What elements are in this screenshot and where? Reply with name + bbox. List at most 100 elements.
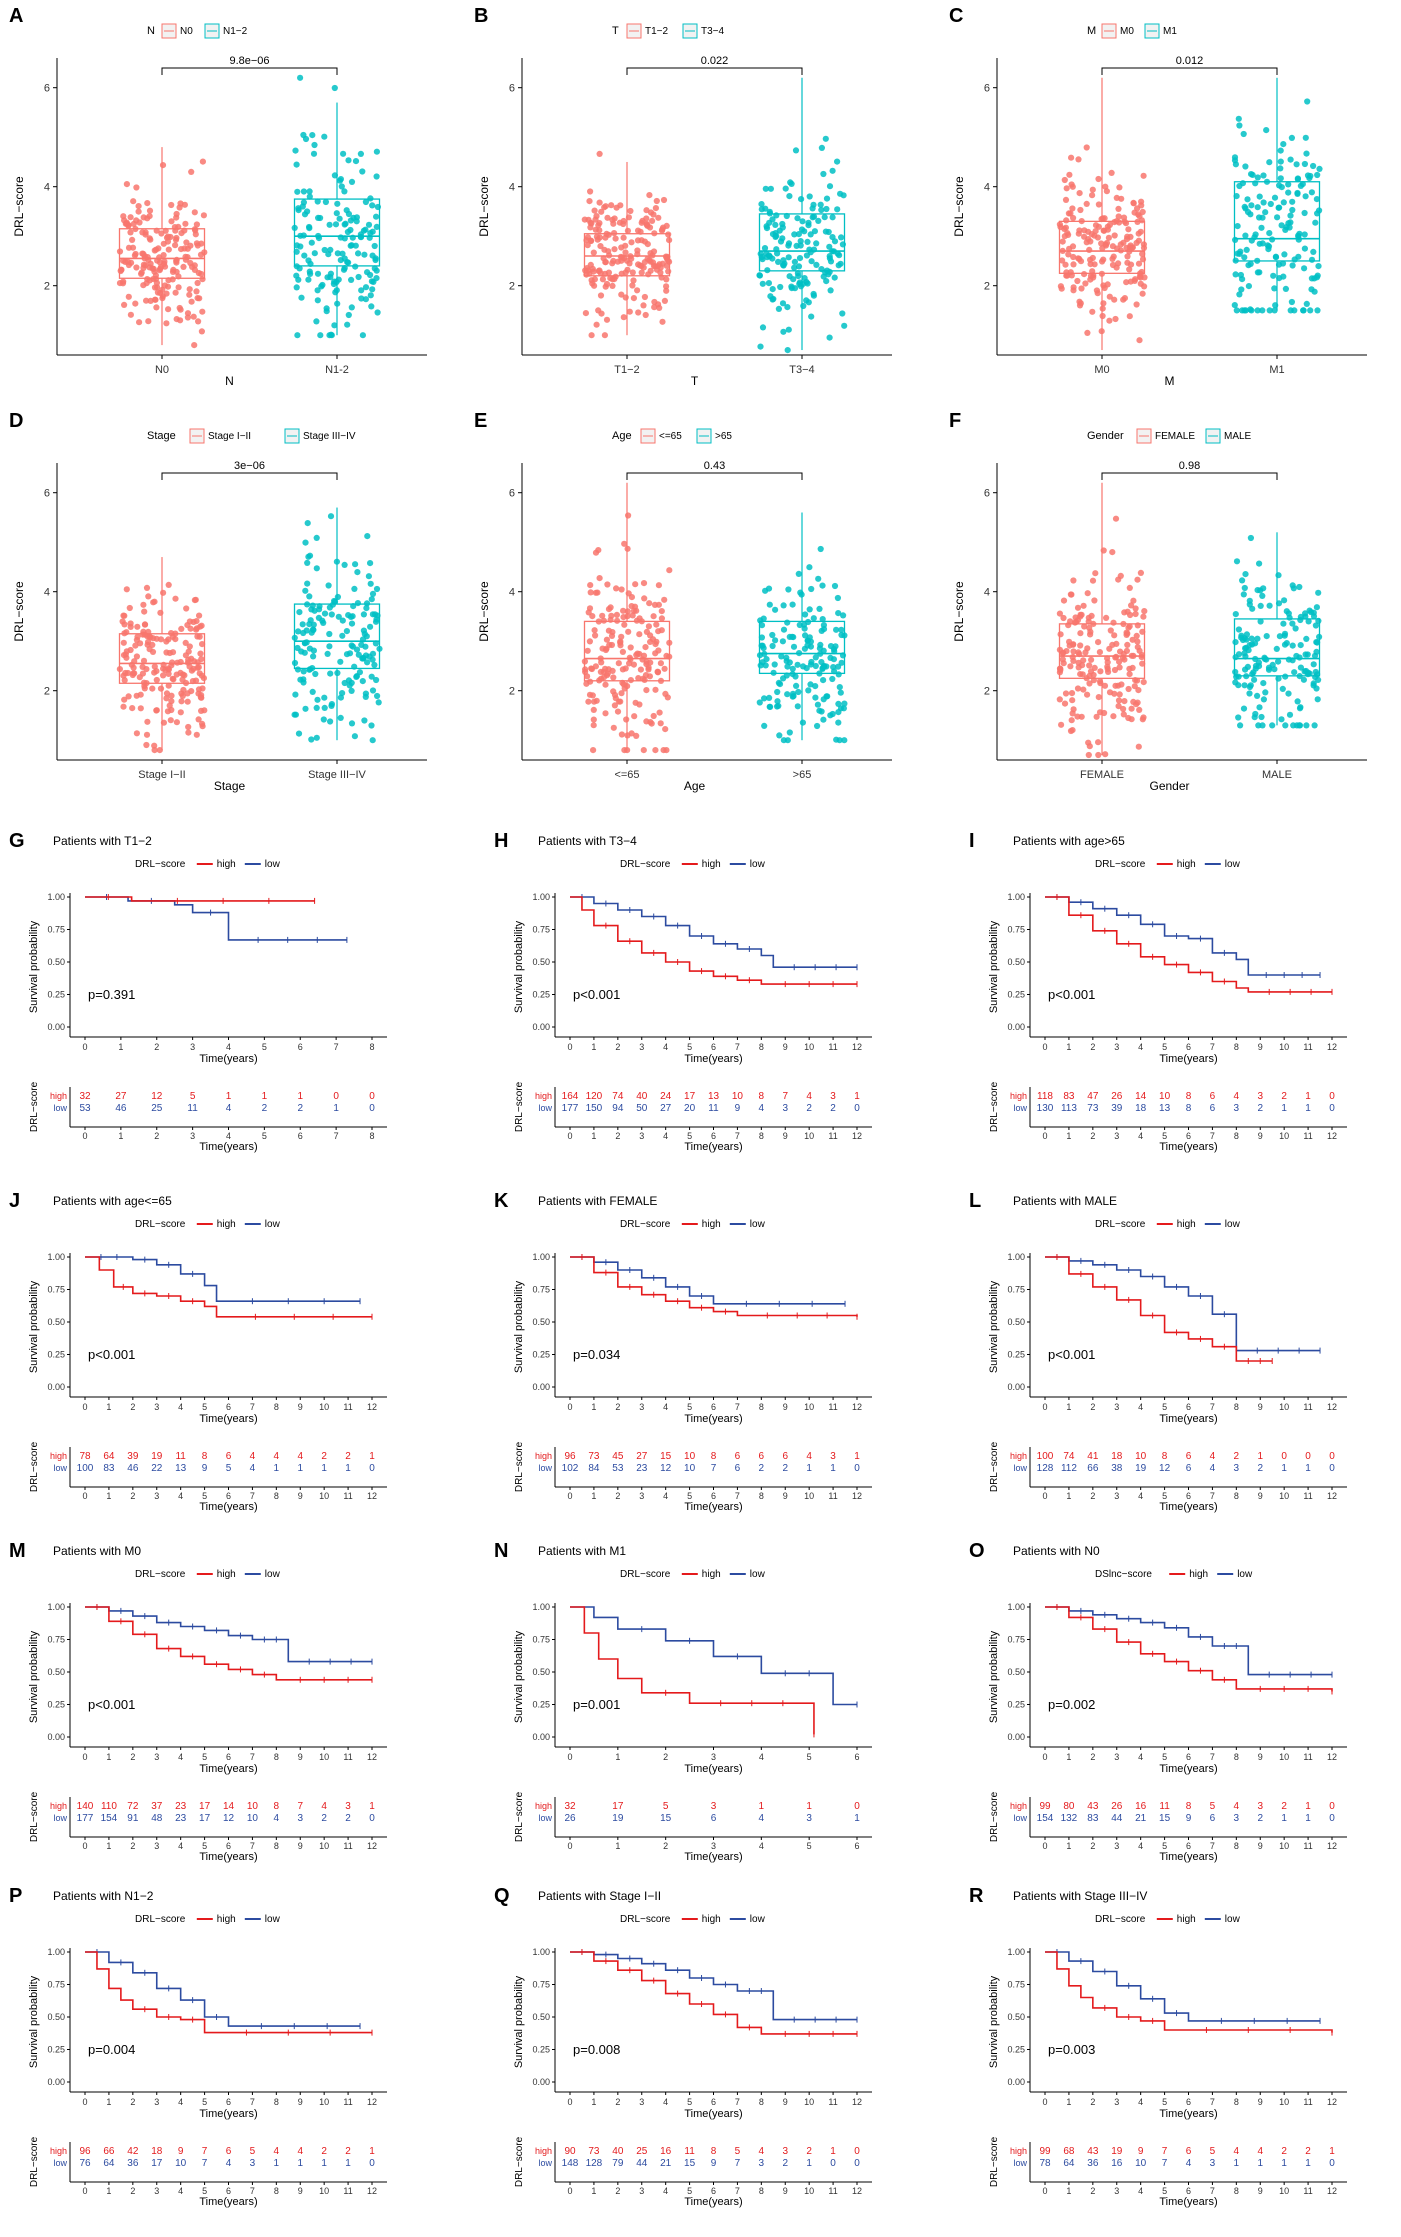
data-point xyxy=(795,231,803,238)
risk-count-low: 1 xyxy=(1305,1463,1311,1474)
x-tick-label: 3 xyxy=(1114,1752,1119,1762)
y-tick-label: 0.75 xyxy=(47,1285,65,1295)
box xyxy=(758,213,846,272)
legend-high: high xyxy=(217,859,236,870)
significance-bracket xyxy=(626,67,803,75)
y-tick-label: 0.75 xyxy=(47,1635,65,1645)
data-point xyxy=(628,594,636,601)
risk-count-low: 10 xyxy=(684,1463,696,1474)
y-tick-label: 4 xyxy=(44,587,50,599)
risk-x-tick-label: 1 xyxy=(591,1131,596,1141)
data-point xyxy=(374,309,381,316)
risk-count-low: 3 xyxy=(1234,1103,1240,1114)
data-point xyxy=(610,220,617,227)
data-point xyxy=(1252,710,1259,718)
data-point xyxy=(779,638,787,645)
data-point xyxy=(759,280,766,287)
data-point xyxy=(656,304,663,311)
data-point xyxy=(1241,650,1248,657)
box xyxy=(1233,618,1321,677)
risk-count-low: 1 xyxy=(1257,2158,1263,2169)
risk-x-tick-label: 12 xyxy=(1327,1491,1337,1501)
data-point xyxy=(172,289,179,296)
y-tick-label: 0.75 xyxy=(1007,1980,1025,1990)
data-point xyxy=(587,224,594,231)
data-point xyxy=(1081,227,1088,234)
risk-count-low: 10 xyxy=(1135,2158,1147,2169)
data-point xyxy=(146,646,153,653)
data-point xyxy=(1311,722,1318,729)
data-point xyxy=(1289,262,1296,269)
y-tick-label: 6 xyxy=(509,488,515,500)
data-point xyxy=(1295,236,1302,243)
data-point xyxy=(1277,158,1284,165)
risk-x-tick-label: 8 xyxy=(274,1841,279,1851)
data-point xyxy=(1095,639,1102,646)
data-point xyxy=(1275,572,1282,579)
x-axis-label: Time(years) xyxy=(199,2108,257,2120)
data-point xyxy=(133,653,140,660)
data-point xyxy=(123,654,130,661)
data-point xyxy=(601,332,609,339)
data-point xyxy=(127,229,134,236)
data-point xyxy=(1277,175,1284,182)
data-point xyxy=(1103,188,1110,195)
data-point xyxy=(137,691,144,698)
y-tick-label: 0.00 xyxy=(47,2077,65,2087)
risk-count-low: 2 xyxy=(321,1813,327,1824)
data-point xyxy=(611,702,619,709)
legend-title: DRL−score xyxy=(620,1219,671,1230)
risk-x-tick-label: 8 xyxy=(1234,1131,1239,1141)
data-point xyxy=(1286,224,1293,231)
data-point xyxy=(198,622,205,629)
data-point xyxy=(184,698,191,705)
data-point xyxy=(310,150,318,157)
data-point xyxy=(1266,307,1273,314)
risk-x-tick-label: 2 xyxy=(615,1491,620,1501)
risk-count-high: 2 xyxy=(806,2146,812,2157)
data-point xyxy=(1252,640,1259,647)
data-point xyxy=(123,181,130,188)
legend-low: low xyxy=(750,1569,766,1580)
risk-count-low: 78 xyxy=(1039,2158,1051,2169)
p-value: 0.98 xyxy=(1179,460,1200,472)
data-point xyxy=(639,217,646,224)
data-point xyxy=(178,698,185,705)
data-point xyxy=(1305,618,1312,625)
data-point xyxy=(1316,165,1323,172)
data-point xyxy=(1128,602,1135,609)
risk-count-high: 2 xyxy=(1281,1091,1287,1102)
risk-y-label: DRL−score xyxy=(989,1081,1000,1132)
risk-count-high: 4 xyxy=(250,1451,256,1462)
data-point xyxy=(1315,589,1322,596)
data-point xyxy=(835,262,842,269)
data-point xyxy=(1289,582,1296,589)
risk-x-tick-label: 6 xyxy=(711,1491,716,1501)
data-point xyxy=(321,694,328,701)
x-tick-label: 10 xyxy=(1279,1402,1289,1412)
risk-count-low: 20 xyxy=(684,1103,696,1114)
data-point xyxy=(373,275,380,282)
data-point xyxy=(808,585,815,593)
box xyxy=(1233,181,1321,262)
data-point xyxy=(1267,200,1274,208)
y-tick-label: 0.25 xyxy=(532,1700,550,1710)
y-tick-label: 0.25 xyxy=(47,1700,65,1710)
data-point xyxy=(133,184,140,191)
risk-count-high: 1 xyxy=(854,1451,860,1462)
x-tick-label: 4 xyxy=(178,1402,183,1412)
legend-high: high xyxy=(702,1219,721,1230)
data-point xyxy=(1291,669,1298,676)
risk-x-tick-label: 3 xyxy=(1114,1131,1119,1141)
data-point xyxy=(662,726,669,733)
data-point xyxy=(367,195,374,202)
data-point xyxy=(620,220,627,228)
data-point xyxy=(836,684,843,691)
data-point xyxy=(119,618,126,625)
risk-count-high: 96 xyxy=(79,2146,91,2157)
data-point xyxy=(1069,697,1076,704)
legend-entry: N1−2 xyxy=(223,26,248,37)
data-point xyxy=(341,679,348,687)
data-point xyxy=(193,731,200,738)
data-point xyxy=(1076,190,1083,197)
